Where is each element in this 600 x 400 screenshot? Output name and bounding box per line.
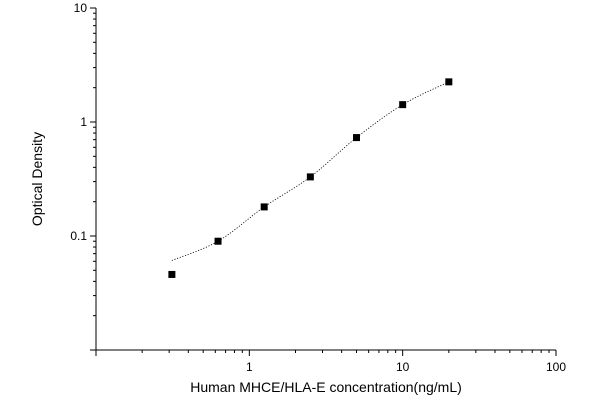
data-point [445, 78, 453, 86]
data-point [168, 270, 176, 278]
chart-axes [95, 8, 556, 351]
x-axis-title: Human MHCE/HLA-E concentration(ng/mL) [190, 379, 462, 395]
y-tick-label: 10 [74, 1, 88, 15]
data-point [306, 173, 314, 181]
x-tick-label: 1 [246, 360, 253, 374]
fit-curve [171, 81, 450, 261]
y-axis-title: Optical Density [29, 132, 45, 226]
chart-ticks [90, 7, 557, 356]
data-point [260, 203, 268, 211]
chart-tick-labels: 1 10 100 0.1 1 10 [70, 1, 566, 374]
x-tick-label: 10 [396, 360, 410, 374]
data-point [214, 237, 222, 245]
y-tick-label: 0.1 [70, 229, 87, 243]
data-point [399, 101, 407, 109]
x-tick-label: 100 [546, 360, 566, 374]
data-point [353, 134, 361, 142]
y-tick-label: 1 [80, 115, 87, 129]
data-points [168, 78, 453, 278]
